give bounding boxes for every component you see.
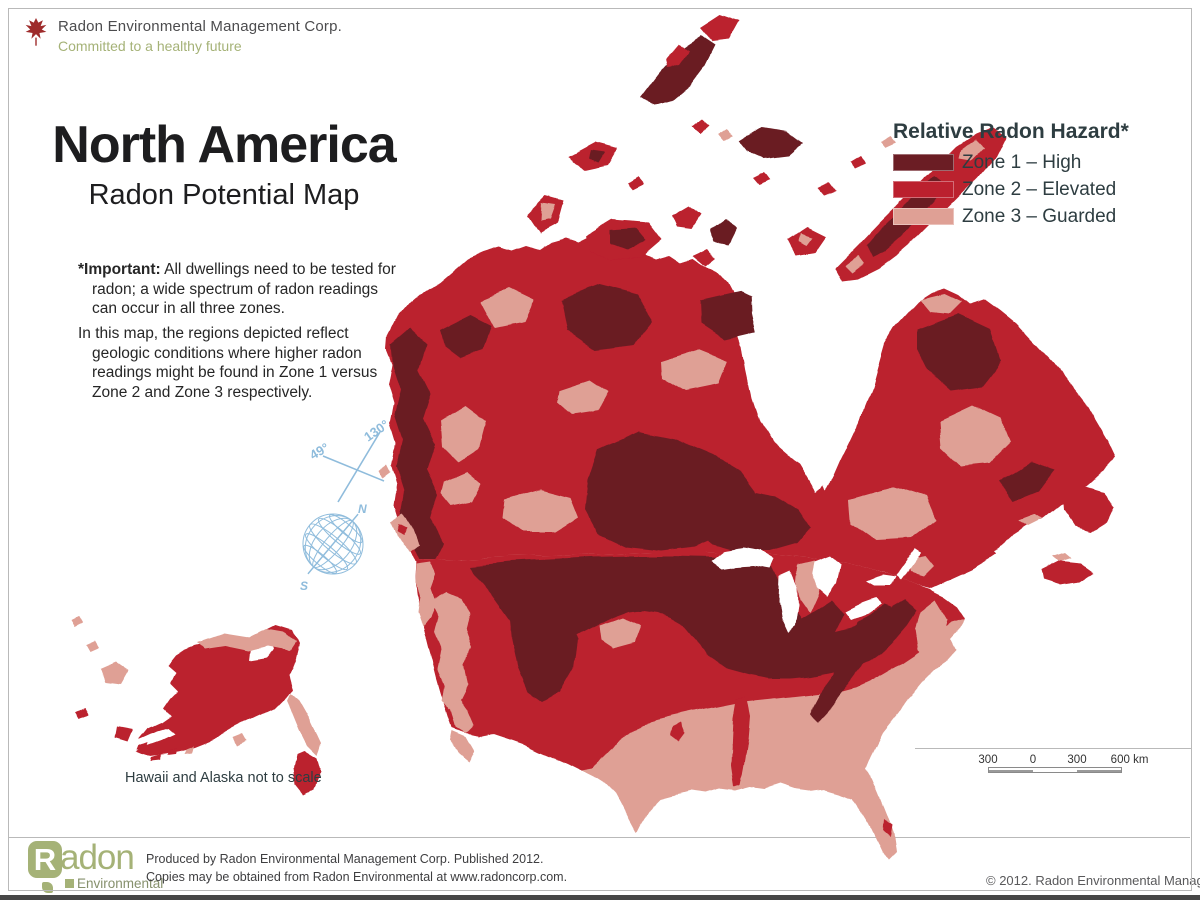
map-title: North America <box>52 116 396 174</box>
parallel-label: 49° <box>307 440 332 463</box>
canada-region <box>387 236 1116 588</box>
scale-label-2: 300 <box>1067 754 1087 766</box>
inset-scale-note: Hawaii and Alaska not to scale <box>125 770 322 786</box>
south-label: S <box>300 579 308 593</box>
globe-icon <box>302 513 364 575</box>
great-lakes-water <box>710 548 920 633</box>
atlantic-canada-islands <box>380 464 1114 585</box>
zone2-swatch <box>893 181 954 198</box>
zone3-swatch <box>893 208 954 225</box>
map-subtitle: Radon Potential Map <box>88 178 360 211</box>
hudson-bay-water <box>744 247 1066 558</box>
header: Radon Environmental Management Corp. Com… <box>24 18 342 54</box>
footer-credits: Produced by Radon Environmental Manageme… <box>146 850 567 886</box>
compass-graticule: 130° 49° N S <box>300 418 392 593</box>
maple-leaf-icon <box>25 18 47 46</box>
scale-label-3: 600 km <box>1110 754 1149 766</box>
company-name: Radon Environmental Management Corp. <box>58 18 343 35</box>
copyright-text: © 2012. Radon Environmental Management C… <box>986 873 1200 888</box>
scale-bar-rule <box>988 767 1122 773</box>
footer-logo: R adon Environmental <box>28 838 178 893</box>
logo-leaf-icon <box>42 882 53 893</box>
important-note: *Important: All dwellings need to be tes… <box>78 260 400 408</box>
note-text-2: In this map, the regions depicted reflec… <box>78 325 378 402</box>
zone1-label: Zone 1 – High <box>962 151 1082 173</box>
footer-line-2: Copies may be obtained from Radon Enviro… <box>146 870 568 885</box>
us-region <box>415 553 966 861</box>
logo-square-icon <box>65 879 74 888</box>
scale-bar: 300 0 300 600 km <box>978 754 1160 778</box>
zone3-label: Zone 3 – Guarded <box>962 205 1117 227</box>
alaska-inset <box>137 625 321 794</box>
meridian-label: 130° <box>361 418 392 444</box>
note-text-1: All dwellings need to be tested for rado… <box>92 261 396 318</box>
footer-line-1: Produced by Radon Environmental Manageme… <box>146 852 544 866</box>
footer-separator-line <box>8 837 1190 838</box>
legend-row-zone2: Zone 2 – Elevated <box>893 178 1129 200</box>
hawaii-inset <box>70 618 148 750</box>
legend: Relative Radon Hazard* Zone 1 – High Zon… <box>893 120 1129 235</box>
logo-wordmark: adon <box>60 838 135 877</box>
north-label: N <box>358 502 367 516</box>
note-lead: *Important: <box>78 261 161 278</box>
company-tagline: Committed to a healthy future <box>58 38 242 54</box>
title-block: North America Radon Potential Map <box>38 118 410 212</box>
logo-r-tile: R <box>28 841 62 878</box>
logo-subtext: Environmental <box>77 876 164 891</box>
zone2-label: Zone 2 – Elevated <box>962 178 1117 200</box>
corner-neatline <box>915 748 1191 749</box>
bottom-edge-strip <box>0 895 1200 900</box>
legend-row-zone1: Zone 1 – High <box>893 151 1129 173</box>
legend-row-zone3: Zone 3 – Guarded <box>893 205 1129 227</box>
scale-label-0: 300 <box>978 754 998 766</box>
scale-label-1: 0 <box>1029 754 1037 766</box>
zone1-swatch <box>893 154 954 171</box>
legend-title: Relative Radon Hazard* <box>893 120 1129 143</box>
